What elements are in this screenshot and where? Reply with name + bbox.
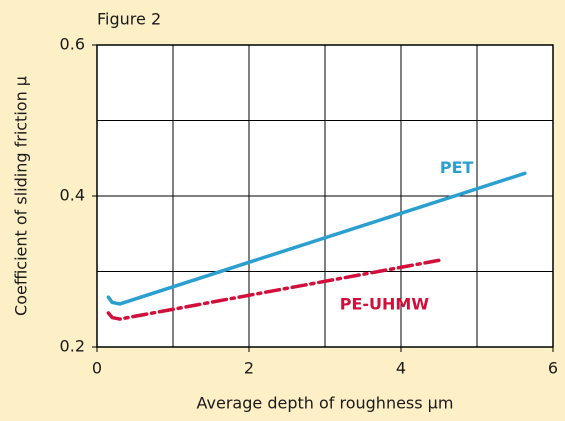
x-axis-label: Average depth of roughness µm [197, 394, 454, 413]
series-line [106, 258, 442, 321]
chart-title: Figure 2 [97, 10, 161, 29]
series-label: PET [440, 158, 474, 177]
y-axis-label: Coefficient of sliding friction µ [12, 76, 31, 316]
series-line [106, 171, 527, 306]
x-tick-label: 2 [244, 359, 254, 378]
y-tick-label: 0.4 [60, 186, 85, 205]
x-tick-label: 6 [548, 359, 558, 378]
x-tick-label: 0 [92, 359, 102, 378]
y-tick-label: 0.6 [60, 35, 85, 54]
y-tick-label: 0.2 [60, 337, 85, 356]
plot-frame [96, 44, 554, 348]
series-label: PE-UHMW [340, 295, 430, 314]
x-tick-label: 4 [396, 359, 406, 378]
